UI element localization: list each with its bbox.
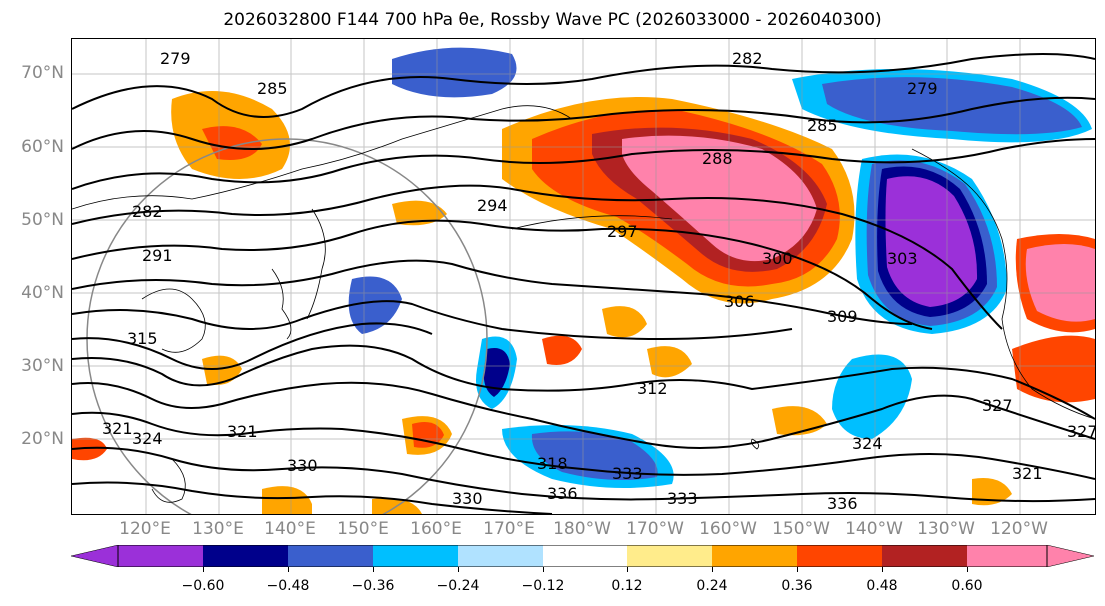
contour-label: 279 bbox=[160, 49, 191, 68]
colorbar-left-arrow bbox=[71, 545, 119, 567]
colorbar-bin bbox=[543, 545, 627, 567]
contour-label: 294 bbox=[477, 196, 508, 215]
contour-label: 336 bbox=[827, 494, 858, 513]
colorbar-bin bbox=[373, 545, 458, 567]
contour-labels: 279 285 282 282 285 279 288 291 294 297 … bbox=[102, 49, 1095, 513]
contour-label: 321 bbox=[102, 419, 133, 438]
contour-label: 279 bbox=[907, 79, 938, 98]
colorbar-tick-label: 0.12 bbox=[611, 578, 643, 594]
contour-label: 291 bbox=[142, 246, 173, 265]
colorbar-tick-label: 0.60 bbox=[951, 578, 983, 594]
lon-label-140w: 140°W bbox=[845, 519, 903, 539]
lon-label-180w: 180°W bbox=[553, 519, 611, 539]
lon-label-150w: 150°W bbox=[772, 519, 830, 539]
lat-label-30n: 30°N bbox=[21, 356, 64, 376]
colorbar-bin bbox=[967, 545, 1047, 567]
lon-label-120w: 120°W bbox=[990, 519, 1048, 539]
lat-label-70n: 70°N bbox=[21, 63, 64, 83]
colorbar-bin bbox=[797, 545, 882, 567]
lon-label-170e: 170°E bbox=[483, 519, 535, 539]
colorbar-bin bbox=[712, 545, 797, 567]
colorbar-bin bbox=[627, 545, 712, 567]
colorbar-tick-label: −0.48 bbox=[266, 578, 310, 594]
contour-label: 324 bbox=[852, 434, 883, 453]
coastlines bbox=[72, 105, 1095, 503]
lat-label-20n: 20°N bbox=[21, 429, 64, 449]
contour-label: 315 bbox=[127, 329, 158, 348]
contour-label: 312 bbox=[637, 379, 668, 398]
lon-label-160e: 160°E bbox=[410, 519, 462, 539]
colorbar-tick-label: 0.24 bbox=[696, 578, 728, 594]
contour-label: 321 bbox=[1012, 464, 1043, 483]
contour-label: 282 bbox=[732, 49, 763, 68]
colorbar-bin bbox=[458, 545, 543, 567]
contour-label: 336 bbox=[547, 484, 578, 503]
colorbar-tick-label: 0.48 bbox=[866, 578, 898, 594]
map-title: 2026032800 F144 700 hPa θe, Rossby Wave … bbox=[223, 10, 882, 30]
colorbar bbox=[71, 545, 1094, 567]
lat-label-50n: 50°N bbox=[21, 210, 64, 230]
contour-label: 330 bbox=[452, 489, 483, 508]
map-canvas: 279 285 282 282 285 279 288 291 294 297 … bbox=[72, 39, 1095, 514]
lon-label-150e: 150°E bbox=[337, 519, 389, 539]
colorbar-tick-label: 0.36 bbox=[781, 578, 813, 594]
colorbar-tick-label: −0.12 bbox=[521, 578, 565, 594]
colorbar-bin bbox=[882, 545, 967, 567]
colorbar-tick-label: −0.36 bbox=[351, 578, 395, 594]
lat-label-40n: 40°N bbox=[21, 283, 64, 303]
lat-label-60n: 60°N bbox=[21, 137, 64, 157]
lon-label-120e: 120°E bbox=[119, 519, 171, 539]
colorbar-tick-label: −0.24 bbox=[436, 578, 480, 594]
lon-label-130w: 130°W bbox=[917, 519, 975, 539]
lon-label-130e: 130°E bbox=[192, 519, 244, 539]
contour-label: 309 bbox=[827, 307, 858, 326]
contour-label: 306 bbox=[724, 292, 755, 311]
map-panel: 279 285 282 282 285 279 288 291 294 297 … bbox=[71, 38, 1096, 515]
colorbar-bin bbox=[288, 545, 373, 567]
contour-label: 324 bbox=[132, 429, 163, 448]
contour-label: 282 bbox=[132, 202, 163, 221]
colorbar-tick-label: −0.60 bbox=[181, 578, 225, 594]
contour-label: 330 bbox=[287, 456, 318, 475]
contour-label: 285 bbox=[257, 79, 288, 98]
contour-label: 321 bbox=[227, 422, 258, 441]
lon-label-160w: 160°W bbox=[699, 519, 757, 539]
contour-label: 300 bbox=[762, 249, 793, 268]
contour-label: 288 bbox=[702, 149, 733, 168]
colorbar-right-arrow bbox=[1046, 545, 1094, 567]
contour-label: 333 bbox=[667, 489, 698, 508]
theta-e-contours bbox=[72, 53, 1095, 514]
contour-label: 297 bbox=[607, 222, 638, 241]
contour-label: 333 bbox=[612, 464, 643, 483]
colorbar-bin bbox=[118, 545, 203, 567]
colorbar-bin bbox=[203, 545, 288, 567]
contour-label: 318 bbox=[537, 454, 568, 473]
lon-label-170w: 170°W bbox=[626, 519, 684, 539]
contour-label: 303 bbox=[887, 249, 918, 268]
contour-label: 285 bbox=[807, 116, 838, 135]
contour-label: 327 bbox=[982, 396, 1013, 415]
contour-label: 327 bbox=[1067, 422, 1095, 441]
lon-label-140e: 140°E bbox=[264, 519, 316, 539]
